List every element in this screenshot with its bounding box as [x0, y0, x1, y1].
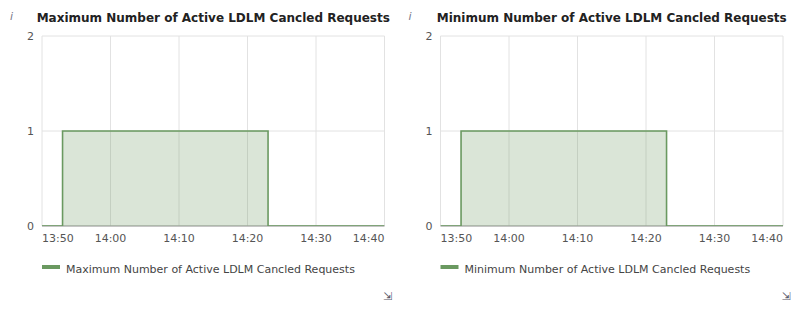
legend-item: Maximum Number of Active LDLM Cancled Re… — [42, 263, 355, 276]
legend-swatch — [441, 265, 459, 269]
x-tick-label: 14:30 — [300, 232, 332, 245]
y-tick-label: 1 — [426, 125, 433, 138]
data-area — [441, 131, 784, 226]
data-area — [42, 131, 385, 226]
legend-label: Minimum Number of Active LDLM Cancled Re… — [465, 263, 751, 276]
x-tick-label: 13:50 — [441, 232, 473, 245]
area-line — [42, 131, 385, 226]
x-tick-label: 14:30 — [699, 232, 731, 245]
info-icon: i — [409, 10, 412, 23]
grid — [441, 36, 784, 226]
area-line — [441, 131, 784, 226]
y-tick-label: 1 — [27, 125, 34, 138]
x-grid-line — [42, 36, 43, 226]
panel: 0 1 2 13:50 14:00 14:10 14:20 14:30 14:40 Maximum… — [10, 10, 393, 303]
x-grid-line — [316, 36, 317, 226]
x-tick-label: 14:40 — [353, 232, 385, 245]
y-tick-label: 0 — [426, 220, 433, 233]
x-grid-line — [384, 36, 385, 226]
chart-title: Minimum Number of Active LDLM Cancled Re… — [437, 11, 787, 25]
grid — [42, 36, 385, 226]
area-fill — [42, 131, 385, 226]
chart-canvas: 0 1 2 13:50 14:00 14:10 14:20 14:30 14:40 Maximum… — [0, 0, 797, 310]
x-grid-line — [440, 36, 441, 226]
legend-swatch — [42, 265, 60, 269]
y-tick-label: 2 — [27, 30, 34, 43]
panel: 0 1 2 13:50 14:00 14:10 14:20 14:30 14:40 Minimum… — [409, 10, 792, 303]
x-tick-label: 14:00 — [95, 232, 127, 245]
x-tick-label: 14:10 — [562, 232, 594, 245]
y-grid-line — [42, 36, 385, 37]
info-icon: i — [10, 10, 13, 23]
y-tick-label: 2 — [426, 30, 433, 43]
x-tick-label: 14:00 — [493, 232, 525, 245]
legend-item: Minimum Number of Active LDLM Cancled Re… — [441, 263, 751, 276]
x-tick-label: 14:20 — [232, 232, 264, 245]
x-tick-label: 14:20 — [630, 232, 662, 245]
x-grid-line — [783, 36, 784, 226]
resize-icon: ⇲ — [383, 290, 392, 303]
x-tick-label: 13:50 — [42, 232, 74, 245]
x-tick-label: 14:10 — [163, 232, 195, 245]
legend-label: Maximum Number of Active LDLM Cancled Re… — [66, 263, 355, 276]
x-grid-line — [714, 36, 715, 226]
chart-title: Maximum Number of Active LDLM Cancled Re… — [37, 11, 390, 25]
x-tick-label: 14:40 — [751, 232, 783, 245]
area-fill — [441, 131, 784, 226]
y-grid-line — [441, 36, 784, 37]
resize-icon: ⇲ — [782, 290, 791, 303]
y-tick-label: 0 — [27, 220, 34, 233]
